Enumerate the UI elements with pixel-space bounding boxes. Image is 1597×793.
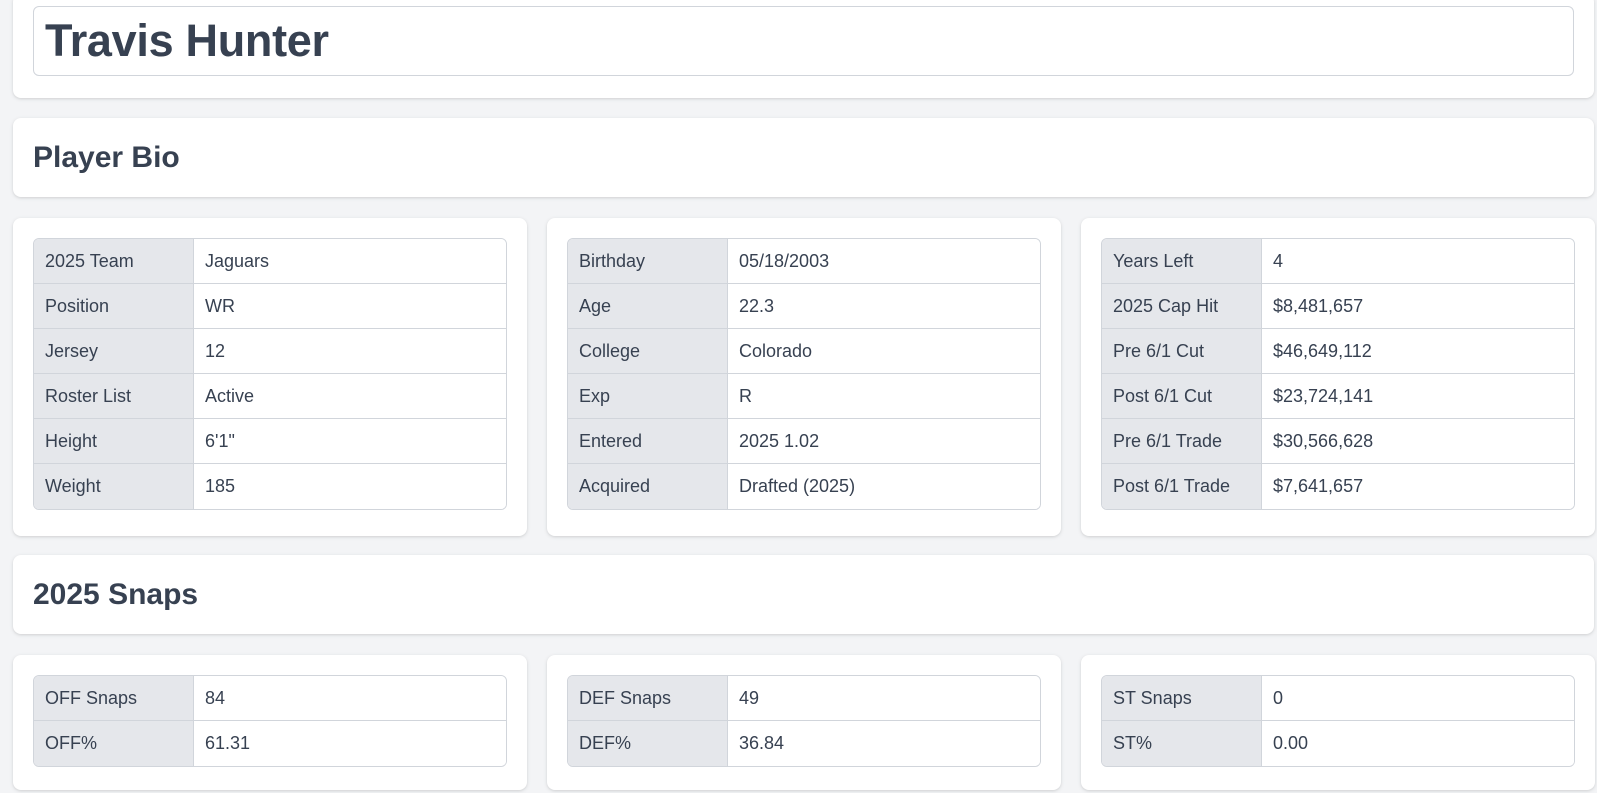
snaps-table-defense: DEF Snaps 49 DEF% 36.84: [567, 675, 1041, 767]
field-value: 05/18/2003: [728, 239, 1040, 284]
snaps-header: 2025 Snaps: [13, 555, 1594, 634]
field-value: Jaguars: [194, 239, 506, 284]
field-value: R: [728, 374, 1040, 419]
table-row: Age 22.3: [568, 284, 1040, 329]
field-value: 4: [1262, 239, 1574, 284]
table-row: Pre 6/1 Cut $46,649,112: [1102, 329, 1574, 374]
field-value: 49: [728, 676, 1040, 721]
field-label: Height: [34, 419, 194, 464]
table-row: OFF% 61.31: [34, 721, 506, 766]
table-row: OFF Snaps 84: [34, 676, 506, 721]
table-row: Post 6/1 Trade $7,641,657: [1102, 464, 1574, 509]
field-label: Entered: [568, 419, 728, 464]
snaps-table-offense: OFF Snaps 84 OFF% 61.31: [33, 675, 507, 767]
field-value: 22.3: [728, 284, 1040, 329]
player-bio-heading: Player Bio: [33, 140, 180, 174]
snaps-heading: 2025 Snaps: [33, 577, 199, 611]
table-row: Pre 6/1 Trade $30,566,628: [1102, 419, 1574, 464]
field-label: Birthday: [568, 239, 728, 284]
field-label: Jersey: [34, 329, 194, 374]
table-row: Acquired Drafted (2025): [568, 464, 1040, 509]
table-row: 2025 Cap Hit $8,481,657: [1102, 284, 1574, 329]
snaps-table-card-defense: DEF Snaps 49 DEF% 36.84: [547, 655, 1061, 790]
field-label: Roster List: [34, 374, 194, 419]
table-row: Exp R: [568, 374, 1040, 419]
field-value: 61.31: [194, 721, 506, 766]
field-label: Years Left: [1102, 239, 1262, 284]
field-label: ST Snaps: [1102, 676, 1262, 721]
player-name: Travis Hunter: [45, 15, 329, 66]
field-value: $8,481,657: [1262, 284, 1574, 329]
bio-table-card-team: 2025 Team Jaguars Position WR Jersey 12 Ros…: [13, 218, 527, 536]
player-header-card: Travis Hunter: [13, 0, 1594, 98]
player-name-box: Travis Hunter: [33, 6, 1574, 76]
field-label: Post 6/1 Cut: [1102, 374, 1262, 419]
field-value: 0: [1262, 676, 1574, 721]
field-value: $30,566,628: [1262, 419, 1574, 464]
field-value: Active: [194, 374, 506, 419]
bio-table-contract: Years Left 4 2025 Cap Hit $8,481,657 Pre 6…: [1101, 238, 1575, 510]
table-row: Height 6'1": [34, 419, 506, 464]
field-label: Weight: [34, 464, 194, 509]
field-value: $46,649,112: [1262, 329, 1574, 374]
bio-table-card-contract: Years Left 4 2025 Cap Hit $8,481,657 Pre 6…: [1081, 218, 1595, 536]
table-row: Birthday 05/18/2003: [568, 239, 1040, 284]
field-value: 84: [194, 676, 506, 721]
table-row: Roster List Active: [34, 374, 506, 419]
table-row: 2025 Team Jaguars: [34, 239, 506, 284]
table-row: DEF Snaps 49: [568, 676, 1040, 721]
table-row: College Colorado: [568, 329, 1040, 374]
field-value: $23,724,141: [1262, 374, 1574, 419]
field-label: Post 6/1 Trade: [1102, 464, 1262, 509]
table-row: Weight 185: [34, 464, 506, 509]
field-label: College: [568, 329, 728, 374]
table-row: Post 6/1 Cut $23,724,141: [1102, 374, 1574, 419]
field-value: 0.00: [1262, 721, 1574, 766]
field-value: Colorado: [728, 329, 1040, 374]
table-row: Position WR: [34, 284, 506, 329]
snaps-table-card-special-teams: ST Snaps 0 ST% 0.00: [1081, 655, 1595, 790]
player-bio-header: Player Bio: [13, 118, 1594, 197]
table-row: ST% 0.00: [1102, 721, 1574, 766]
table-row: Years Left 4: [1102, 239, 1574, 284]
field-value: 12: [194, 329, 506, 374]
field-value: 36.84: [728, 721, 1040, 766]
bio-table-team: 2025 Team Jaguars Position WR Jersey 12 Ros…: [33, 238, 507, 510]
field-label: 2025 Team: [34, 239, 194, 284]
bio-table-personal: Birthday 05/18/2003 Age 22.3 College Colora…: [567, 238, 1041, 510]
table-row: DEF% 36.84: [568, 721, 1040, 766]
table-row: Entered 2025 1.02: [568, 419, 1040, 464]
field-value: $7,641,657: [1262, 464, 1574, 509]
field-label: ST%: [1102, 721, 1262, 766]
snaps-table-special-teams: ST Snaps 0 ST% 0.00: [1101, 675, 1575, 767]
field-label: Exp: [568, 374, 728, 419]
bio-table-card-personal: Birthday 05/18/2003 Age 22.3 College Colora…: [547, 218, 1061, 536]
table-row: Jersey 12: [34, 329, 506, 374]
field-value: 185: [194, 464, 506, 509]
field-label: OFF%: [34, 721, 194, 766]
field-label: DEF%: [568, 721, 728, 766]
snaps-table-card-offense: OFF Snaps 84 OFF% 61.31: [13, 655, 527, 790]
field-label: Pre 6/1 Trade: [1102, 419, 1262, 464]
field-value: 6'1": [194, 419, 506, 464]
field-label: Pre 6/1 Cut: [1102, 329, 1262, 374]
field-value: Drafted (2025): [728, 464, 1040, 509]
field-label: 2025 Cap Hit: [1102, 284, 1262, 329]
field-label: DEF Snaps: [568, 676, 728, 721]
field-label: Position: [34, 284, 194, 329]
table-row: ST Snaps 0: [1102, 676, 1574, 721]
field-label: Acquired: [568, 464, 728, 509]
field-label: OFF Snaps: [34, 676, 194, 721]
field-value: 2025 1.02: [728, 419, 1040, 464]
field-value: WR: [194, 284, 506, 329]
field-label: Age: [568, 284, 728, 329]
